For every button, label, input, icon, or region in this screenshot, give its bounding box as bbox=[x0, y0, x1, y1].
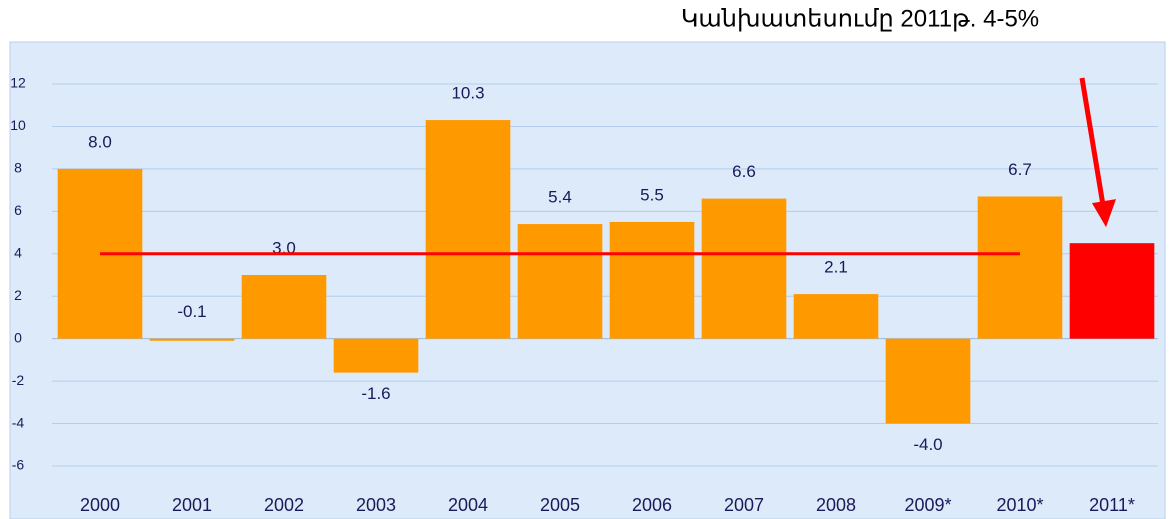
y-tick-label: -2 bbox=[12, 372, 25, 388]
bar bbox=[149, 338, 235, 341]
y-tick-label: 8 bbox=[14, 160, 22, 176]
bar bbox=[885, 338, 971, 424]
value-label: 6.6 bbox=[732, 162, 756, 181]
x-tick-label: 2001 bbox=[172, 495, 212, 515]
value-label: 2.1 bbox=[824, 258, 848, 277]
y-tick-label: 10 bbox=[10, 117, 26, 133]
annotation-arrow bbox=[1079, 77, 1107, 212]
y-tick-label: 4 bbox=[14, 244, 22, 260]
value-label: 5.5 bbox=[640, 185, 664, 204]
value-label: 8.0 bbox=[88, 132, 112, 151]
y-tick-label: -4 bbox=[12, 414, 25, 430]
x-tick-label: 2003 bbox=[356, 495, 396, 515]
x-tick-label: 2007 bbox=[724, 495, 764, 515]
value-label: -0.1 bbox=[177, 302, 206, 321]
y-tick-label: 12 bbox=[10, 75, 26, 91]
y-tick-label: 6 bbox=[14, 202, 22, 218]
annotation-arrowhead bbox=[1092, 199, 1116, 228]
annotation: Կանխատեսումը 2011թ. 4-5% bbox=[681, 5, 1039, 32]
bar bbox=[425, 120, 511, 339]
bar bbox=[793, 294, 879, 339]
bar bbox=[517, 224, 603, 339]
bar bbox=[609, 221, 695, 339]
x-tick-label: 2010* bbox=[996, 495, 1043, 515]
x-tick-label: 2009* bbox=[904, 495, 951, 515]
y-tick-label: 2 bbox=[14, 287, 22, 303]
x-tick-label: 2006 bbox=[632, 495, 672, 515]
value-label: -1.6 bbox=[361, 384, 390, 403]
value-label: -4.0 bbox=[913, 435, 942, 454]
value-label: 6.7 bbox=[1008, 160, 1032, 179]
x-tick-label: 2005 bbox=[540, 495, 580, 515]
x-tick-label: 2002 bbox=[264, 495, 304, 515]
value-label: 10.3 bbox=[451, 84, 484, 103]
bar bbox=[977, 196, 1063, 339]
bar bbox=[701, 198, 787, 339]
y-tick-label: -6 bbox=[12, 457, 25, 473]
x-tick-label: 2000 bbox=[80, 495, 120, 515]
x-tick-label: 2008 bbox=[816, 495, 856, 515]
bar bbox=[1069, 243, 1155, 339]
y-tick-label: 0 bbox=[14, 329, 22, 345]
bar bbox=[241, 275, 327, 339]
bar bbox=[333, 338, 419, 373]
x-tick-label: 2011* bbox=[1089, 495, 1135, 515]
x-tick-label: 2004 bbox=[448, 495, 488, 515]
value-label: 5.4 bbox=[548, 188, 572, 207]
